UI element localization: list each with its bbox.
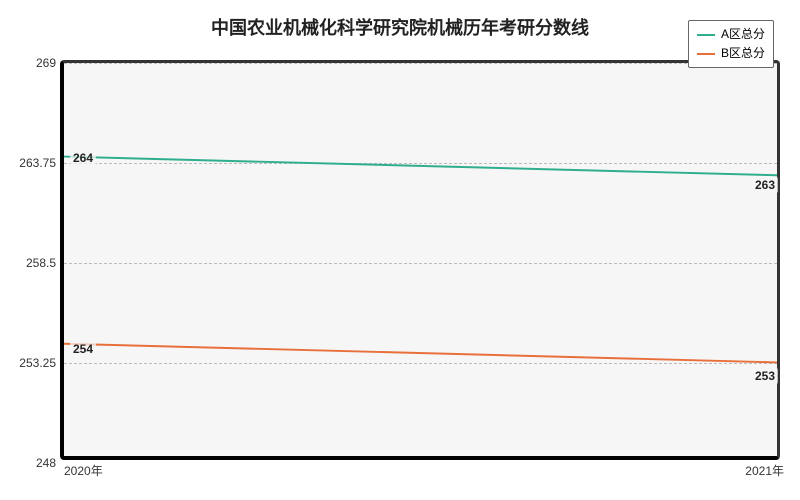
series-line <box>64 157 777 176</box>
legend-item-b: B区总分 <box>697 44 765 63</box>
chart-container: 中国农业机械化科学研究院机械历年考研分数线 248253.25258.5263.… <box>0 0 800 500</box>
plot-area: 248253.25258.5263.75269 2020年2021年 26426… <box>60 60 780 460</box>
data-point-label: 253 <box>752 368 778 384</box>
legend-swatch-b <box>697 53 715 55</box>
legend: A区总分 B区总分 <box>688 20 774 68</box>
legend-label-b: B区总分 <box>721 44 765 63</box>
y-tick-label: 253.25 <box>19 356 64 370</box>
series-line <box>64 344 777 363</box>
series-lines <box>64 63 777 456</box>
data-point-label: 264 <box>70 150 96 166</box>
y-tick-label: 258.5 <box>26 256 64 270</box>
y-tick-label: 248 <box>36 456 64 470</box>
y-tick-label: 269 <box>36 56 64 70</box>
legend-label-a: A区总分 <box>721 25 765 44</box>
y-tick-label: 263.75 <box>19 156 64 170</box>
data-point-label: 254 <box>70 341 96 357</box>
x-tick-label: 2020年 <box>64 456 103 479</box>
legend-swatch-a <box>697 34 715 36</box>
legend-item-a: A区总分 <box>697 25 765 44</box>
chart-title: 中国农业机械化科学研究院机械历年考研分数线 <box>0 14 800 40</box>
data-point-label: 263 <box>752 177 778 193</box>
x-tick-label: 2021年 <box>745 456 784 479</box>
